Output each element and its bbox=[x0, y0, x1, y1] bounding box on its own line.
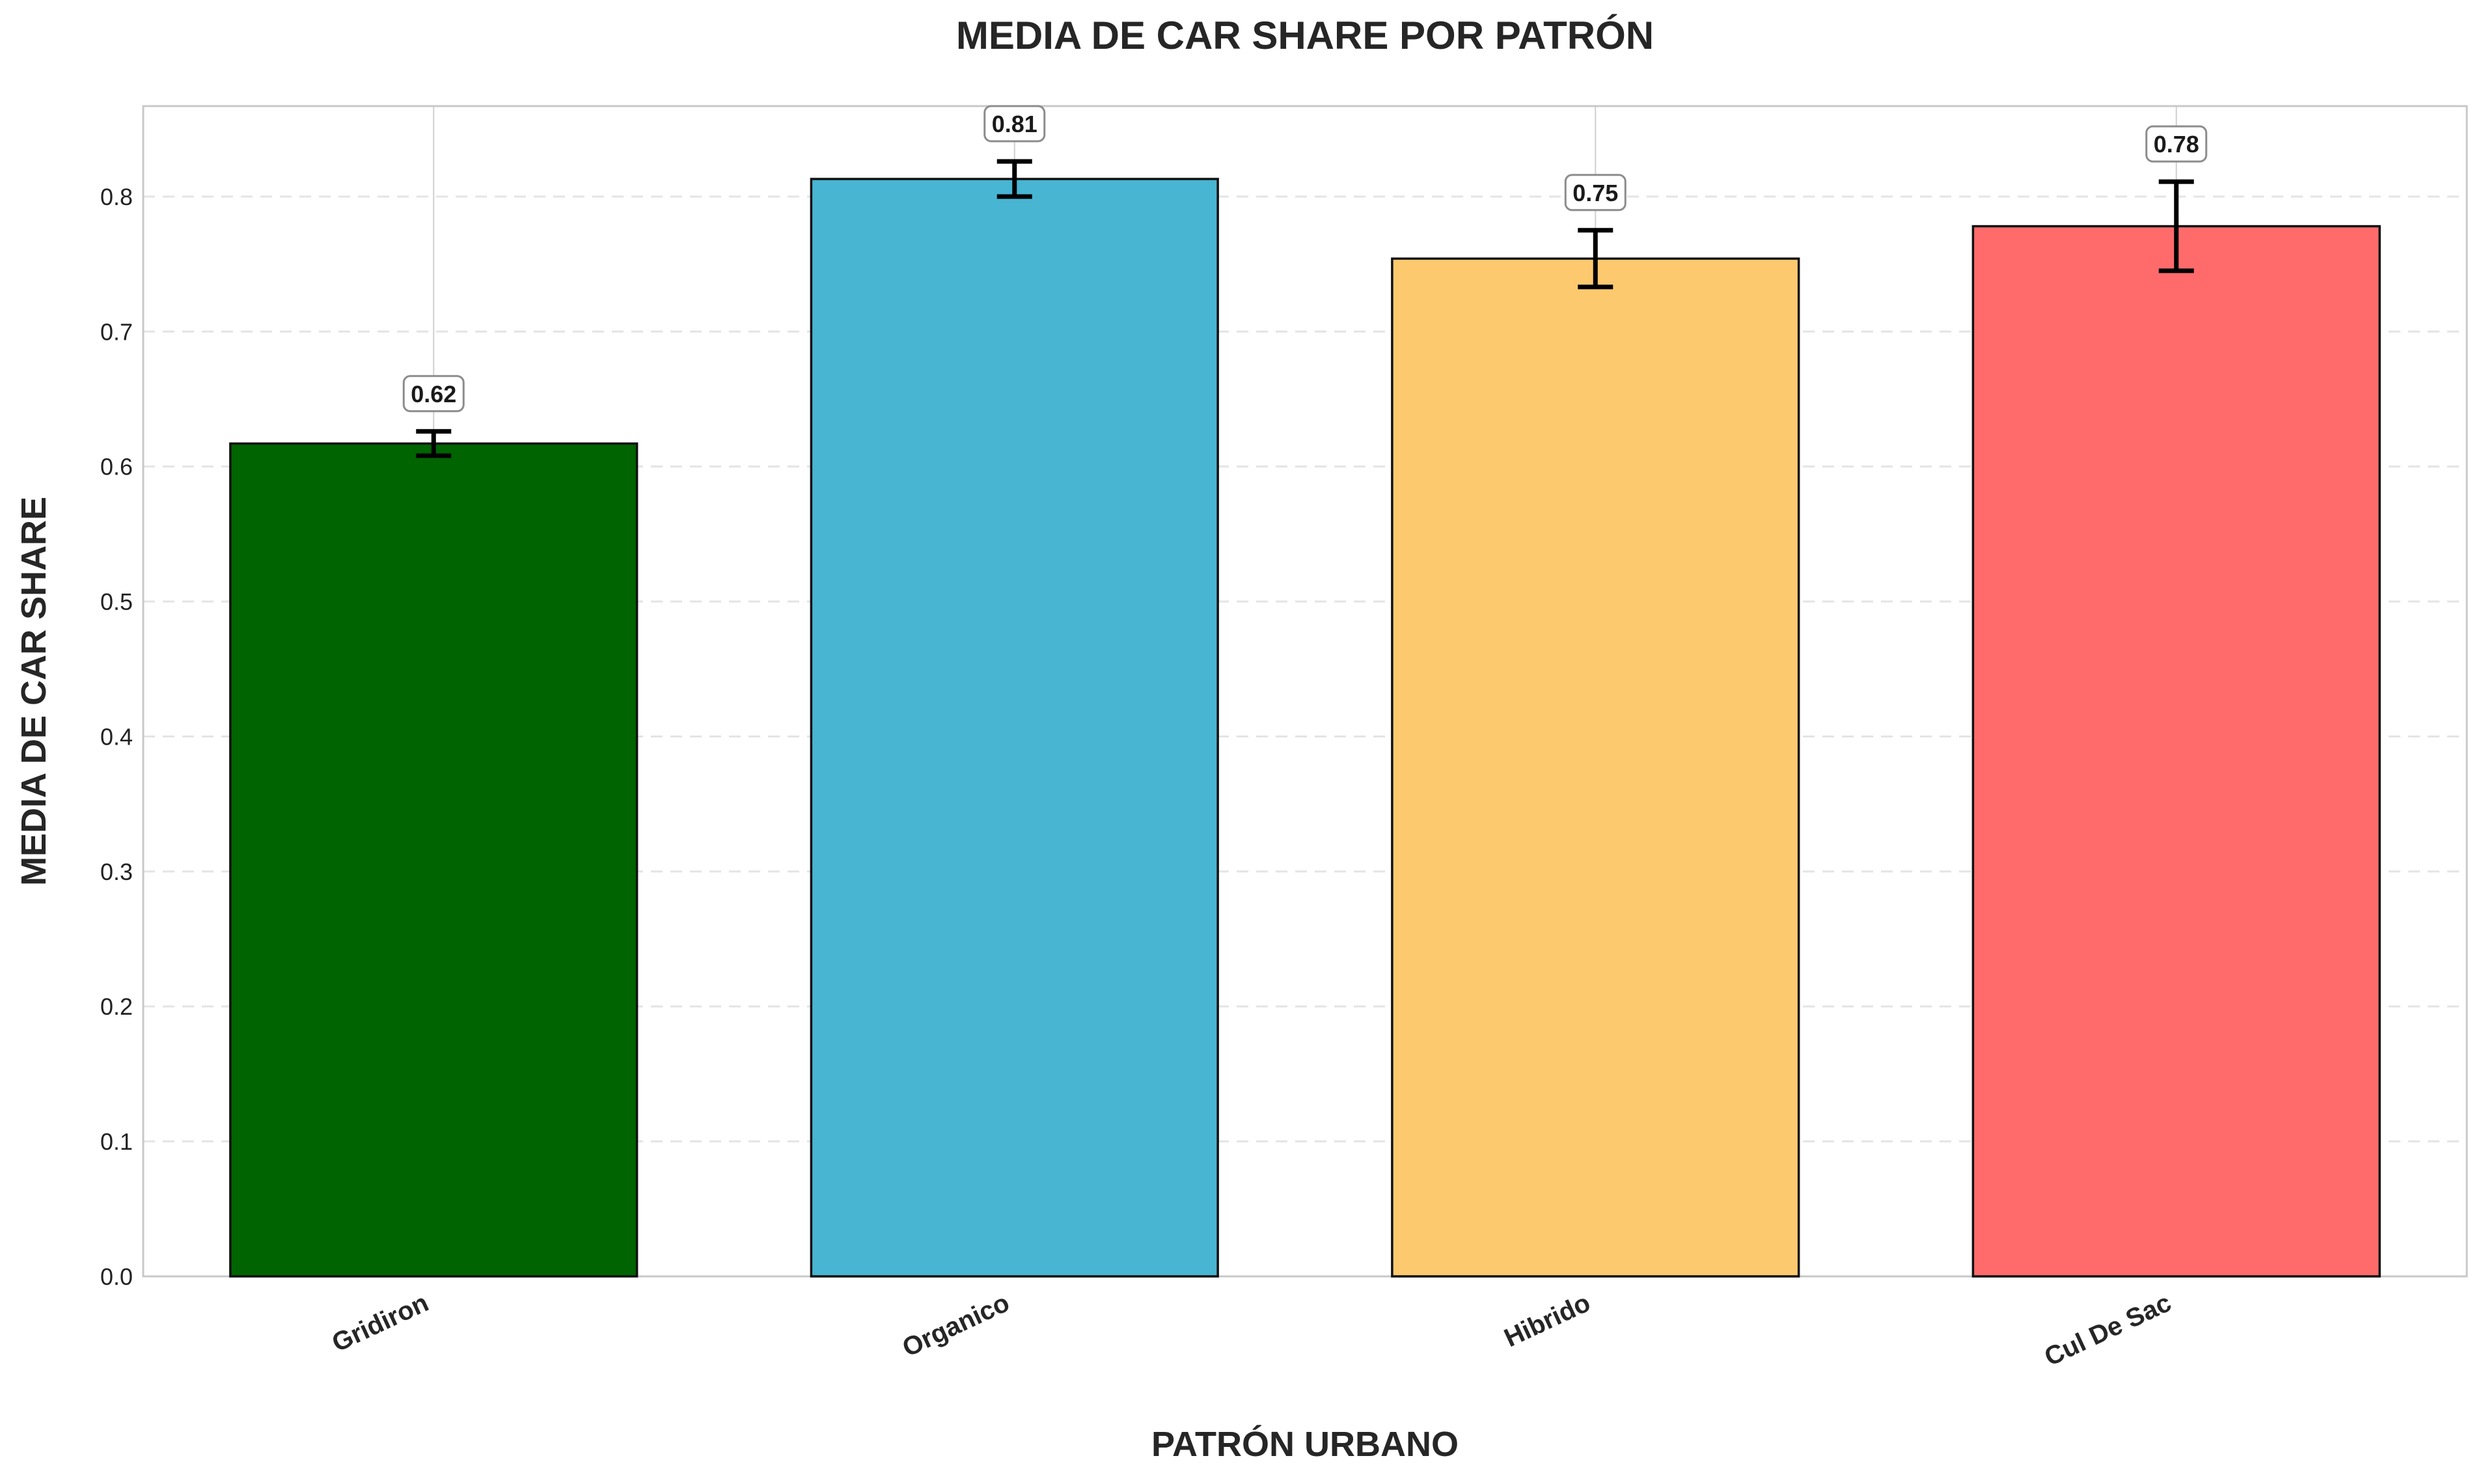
value-label: 0.75 bbox=[1572, 180, 1618, 206]
x-axis-label: PATRÓN URBANO bbox=[1151, 1425, 1459, 1464]
value-label-box bbox=[2145, 125, 2208, 163]
y-tick-label: 0.8 bbox=[100, 184, 133, 210]
value-label: 0.62 bbox=[411, 381, 456, 407]
plot-frame bbox=[142, 105, 2468, 1278]
y-tick-label: 0.1 bbox=[100, 1129, 133, 1155]
y-tick-label: 0.2 bbox=[100, 993, 133, 1020]
y-tick-label: 0.0 bbox=[100, 1263, 133, 1290]
y-tick-label: 0.4 bbox=[100, 723, 133, 750]
value-label: 0.81 bbox=[992, 111, 1037, 137]
value-label: 0.78 bbox=[2154, 131, 2199, 158]
y-tick-label: 0.3 bbox=[100, 859, 133, 885]
bar bbox=[1971, 225, 2381, 1278]
y-tick-label: 0.6 bbox=[100, 454, 133, 480]
bars bbox=[229, 178, 2381, 1278]
y-axis-ticks: 0.0 0.1 0.2 0.3 0.4 0.5 0.6 0.7 0.8 bbox=[100, 184, 133, 1290]
bar bbox=[1391, 257, 1800, 1278]
y-tick-label: 0.7 bbox=[100, 318, 133, 345]
chart-title: MEDIA DE CAR SHARE POR PATRÓN bbox=[956, 14, 1654, 57]
value-label-box bbox=[983, 105, 1046, 143]
value-labels: 0.62 0.81 0.75 0.78 bbox=[402, 105, 2208, 413]
bar bbox=[810, 178, 1219, 1278]
error-bars bbox=[416, 159, 2194, 458]
bar bbox=[229, 442, 638, 1278]
y-tick-label: 0.5 bbox=[100, 588, 133, 615]
value-label-box bbox=[1564, 174, 1627, 212]
value-label-box bbox=[402, 375, 465, 413]
y-axis-label: MEDIA DE CAR SHARE bbox=[14, 497, 53, 886]
